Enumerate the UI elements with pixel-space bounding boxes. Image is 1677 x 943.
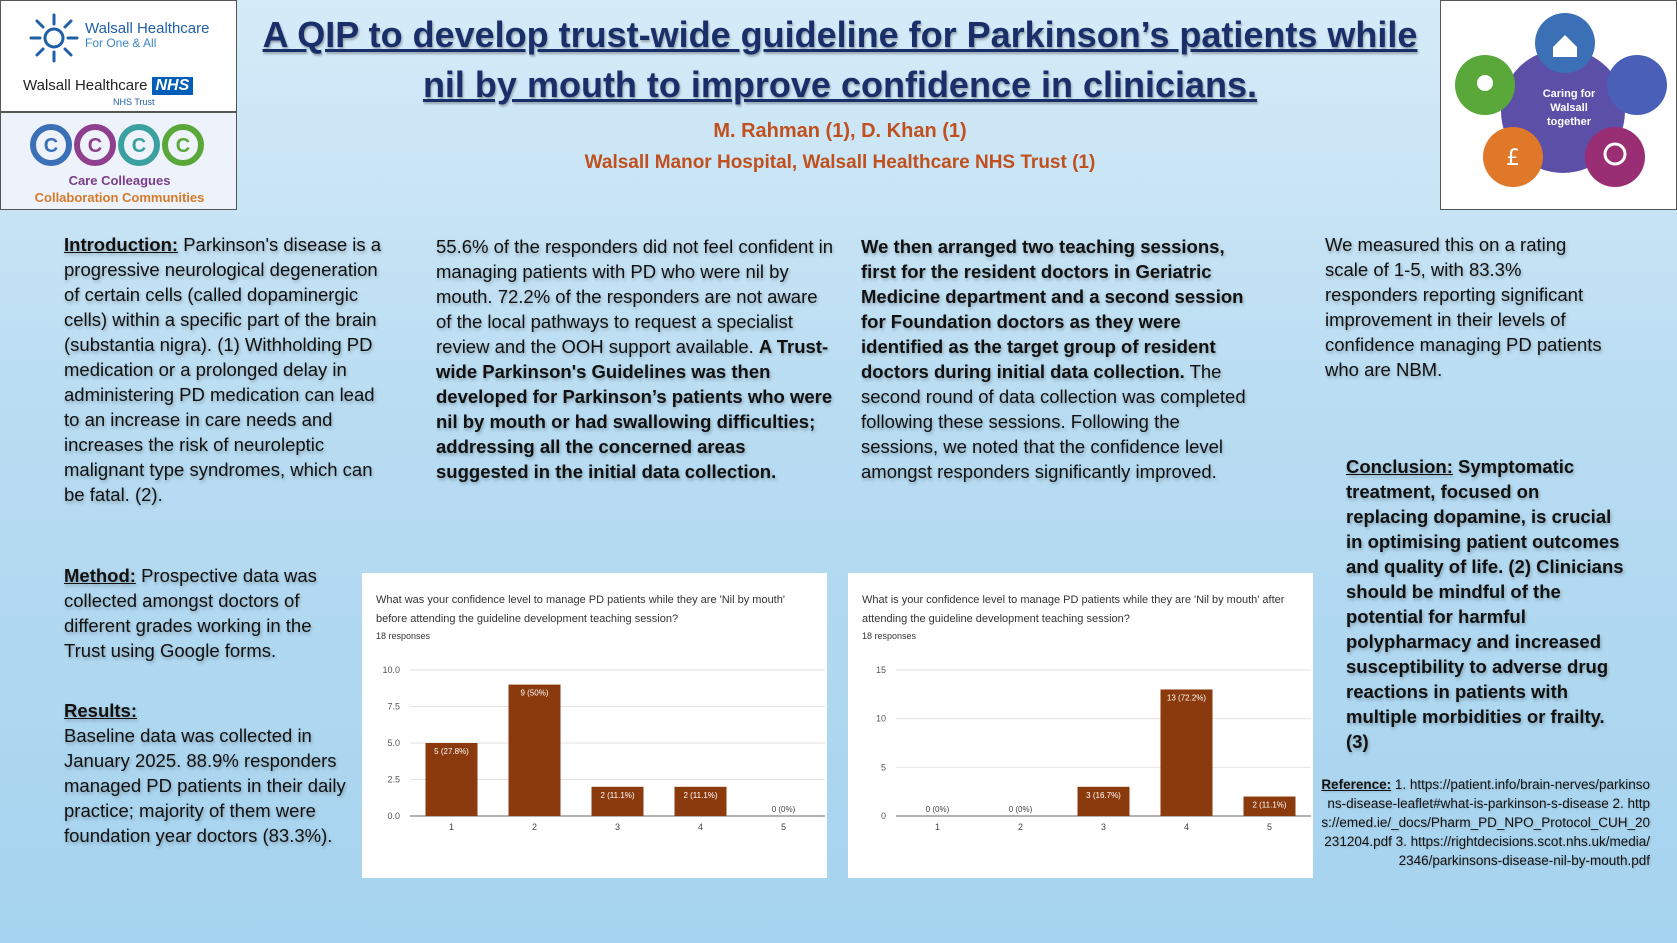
caring-for-walsall-logo: £ Caring for Walsall together	[1440, 0, 1677, 210]
chart-after-responses: 18 responses	[862, 631, 917, 641]
data-label: 0 (0%)	[926, 805, 950, 814]
data-label: 2 (11.1%)	[600, 791, 634, 800]
chart-before-card: What was your confidence level to manage…	[362, 573, 827, 878]
chart-before-responses: 18 responses	[376, 631, 431, 641]
x-tick-label: 5	[1267, 822, 1272, 832]
chart-before-plot: 0.0 2.5 5.0 7.5 10.0 5 (27.8%) 1 9 (50%) 2 2 (11.…	[382, 665, 825, 832]
y-tick-label: 5.0	[387, 738, 400, 748]
svg-text:C: C	[88, 135, 102, 157]
bar	[508, 684, 561, 816]
x-tick-label: 5	[781, 822, 786, 832]
y-tick-label: 2.5	[387, 775, 400, 785]
conclusion-text: Symptomatic treatment, focused on replac…	[1346, 456, 1624, 752]
chart-after-title: What is your confidence level to manage …	[862, 594, 1285, 625]
y-tick-label: 0	[881, 811, 886, 821]
caring-center-text: Caring for Walsall together	[1542, 88, 1596, 128]
x-tick-label: 2	[532, 822, 537, 832]
chart-after-plot: 0 5 10 15 0 (0%) 1 0 (0%) 2 3 (16.7%) 3 13 (72.2%)…	[876, 665, 1311, 832]
data-label: 5 (27.8%)	[434, 747, 469, 756]
conclusion-label: Conclusion:	[1346, 456, 1453, 477]
data-label: 13 (72.2%)	[1167, 693, 1206, 702]
poster-authors: M. Rahman (1), D. Khan (1)	[713, 120, 967, 142]
y-tick-label: 0.0	[387, 811, 400, 821]
findings-section: 55.6% of the responders did not feel con…	[436, 234, 836, 484]
poster-affiliation: Walsall Manor Hospital, Walsall Healthca…	[584, 152, 1096, 173]
cccc-caption-1: Care Colleagues	[68, 173, 171, 188]
x-tick-label: 1	[449, 822, 454, 832]
walsall-sunburst-icon	[29, 13, 79, 63]
data-label: 0 (0%)	[1009, 805, 1033, 814]
cccc-caption-2: Collaboration Communities	[34, 190, 205, 205]
introduction-text: Parkinson's disease is a progressive neu…	[64, 234, 382, 505]
svg-text:C: C	[44, 135, 58, 157]
guideline-text: A Trust-wide Parkinson's Guidelines was …	[436, 336, 833, 482]
bar	[591, 786, 644, 816]
findings-text: 55.6% of the responders did not feel con…	[436, 236, 833, 357]
method-text: Prospective data was collected amongst d…	[64, 565, 317, 661]
method-label: Method:	[64, 565, 136, 586]
x-tick-label: 3	[615, 822, 620, 832]
teaching-text: We then arranged two teaching sessions, …	[861, 236, 1244, 382]
poster-title: A QIP to develop trust-wide guideline fo…	[262, 14, 1418, 105]
walsall-brand-text: Walsall Healthcare For One & All	[85, 20, 210, 50]
data-label: 0 (0%)	[772, 805, 796, 814]
chart-before-title: What was your confidence level to manage…	[376, 594, 785, 625]
y-tick-label: 10	[876, 714, 886, 724]
chart-after-card: What is your confidence level to manage …	[848, 573, 1313, 878]
bar	[674, 786, 727, 816]
data-label: 2 (11.1%)	[1252, 801, 1286, 810]
x-tick-label: 1	[935, 822, 940, 832]
results-text: Baseline data was collected in January 2…	[64, 725, 346, 846]
rating-section: We measured this on a rating scale of 1-…	[1325, 234, 1602, 380]
references-label: Reference:	[1321, 777, 1392, 792]
nhs-badge: NHS	[151, 77, 194, 95]
data-label: 9 (50%)	[520, 689, 548, 698]
walsall-healthcare-logo: Walsall Healthcare For One & All Walsall…	[0, 0, 237, 112]
results-section: Results: Baseline data was collected in …	[64, 698, 349, 848]
svg-text:£: £	[1506, 146, 1520, 171]
references-section: Reference: 1. https://patient.info/brain…	[1320, 775, 1650, 870]
bar	[425, 743, 478, 816]
bar	[1160, 689, 1213, 816]
data-label: 3 (16.7%)	[1086, 791, 1121, 800]
x-tick-label: 4	[698, 822, 703, 832]
y-tick-label: 7.5	[387, 702, 400, 712]
conclusion-section: Conclusion: Symptomatic treatment, focus…	[1346, 454, 1626, 754]
method-section: Method: Prospective data was collected a…	[64, 563, 324, 663]
introduction-section: Introduction: Parkinson's disease is a p…	[64, 232, 394, 507]
y-tick-label: 5	[881, 762, 886, 772]
walsall-nhs-name: Walsall Healthcare NHS	[23, 77, 194, 95]
cccc-logo: C C C C Care Colleagues Collaboration Co…	[0, 112, 237, 210]
nhs-trust-label: NHS Trust	[113, 97, 155, 107]
second-round-text: The second round of data collection was …	[861, 361, 1246, 482]
teaching-section: We then arranged two teaching sessions, …	[861, 234, 1261, 484]
data-label: 2 (11.1%)	[683, 791, 717, 800]
x-tick-label: 4	[1184, 822, 1189, 832]
bar	[1077, 786, 1130, 816]
svg-text:C: C	[132, 135, 146, 157]
y-tick-label: 15	[876, 665, 886, 675]
bar	[1243, 796, 1296, 816]
caring-for-walsall-graphic: £	[1455, 13, 1667, 187]
introduction-label: Introduction:	[64, 234, 179, 255]
y-tick-label: 10.0	[382, 665, 400, 675]
references-text: 1. https://patient.info/brain-nerves/par…	[1321, 777, 1650, 868]
svg-text:C: C	[176, 135, 190, 157]
x-tick-label: 2	[1018, 822, 1023, 832]
cccc-rings-icon: C C C C	[30, 124, 204, 166]
x-tick-label: 3	[1101, 822, 1106, 832]
results-label: Results:	[64, 700, 137, 721]
